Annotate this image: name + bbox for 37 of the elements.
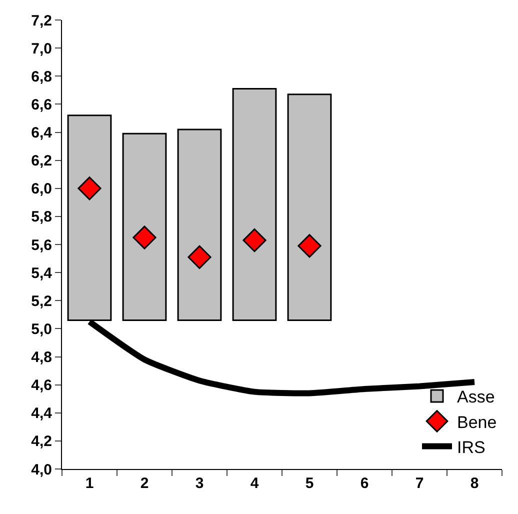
point xyxy=(78,176,102,200)
bar xyxy=(232,88,277,322)
y-tick-label: 4,6 xyxy=(31,377,52,394)
bar xyxy=(177,128,222,322)
y-tick-label: 6,0 xyxy=(31,180,52,198)
y-tick-label: 6,4 xyxy=(31,124,53,142)
x-tick-label: 8 xyxy=(470,475,479,492)
point xyxy=(242,228,266,252)
y-tick-label: 4,2 xyxy=(31,433,52,450)
x-tick-label: 2 xyxy=(140,475,149,492)
y-tick-label: 7,0 xyxy=(31,40,52,58)
y-tick-label: 4,0 xyxy=(31,461,52,478)
y-tick-label: 6,6 xyxy=(31,96,52,114)
point xyxy=(188,245,212,269)
y-tick-label: 4,4 xyxy=(31,405,53,422)
y-tick-label: 5,4 xyxy=(31,264,53,282)
legend-label: Asse xyxy=(457,388,495,407)
legend-label: IRS xyxy=(457,438,486,457)
y-tick-label: 5,2 xyxy=(31,292,52,310)
y-tick-label: 4,8 xyxy=(31,349,52,366)
x-tick-label: 4 xyxy=(250,475,260,492)
x-tick-label: 1 xyxy=(85,475,94,492)
x-tick-label: 6 xyxy=(360,475,369,492)
y-tick-label: 5,8 xyxy=(31,208,52,226)
x-tick-label: 3 xyxy=(195,475,204,492)
bar xyxy=(122,132,167,322)
x-tick-label: 5 xyxy=(305,475,314,492)
point xyxy=(298,234,322,258)
y-tick-label: 5,6 xyxy=(31,236,52,254)
y-tick-label: 6,2 xyxy=(31,152,52,170)
y-tick-label: 6,8 xyxy=(31,68,52,86)
point xyxy=(132,226,156,250)
y-tick-label: 7,2 xyxy=(31,12,52,30)
bar xyxy=(287,94,332,322)
y-tick-label: 5,0 xyxy=(31,320,52,338)
legend-label: Bene xyxy=(457,412,497,432)
x-tick-label: 7 xyxy=(415,475,424,492)
